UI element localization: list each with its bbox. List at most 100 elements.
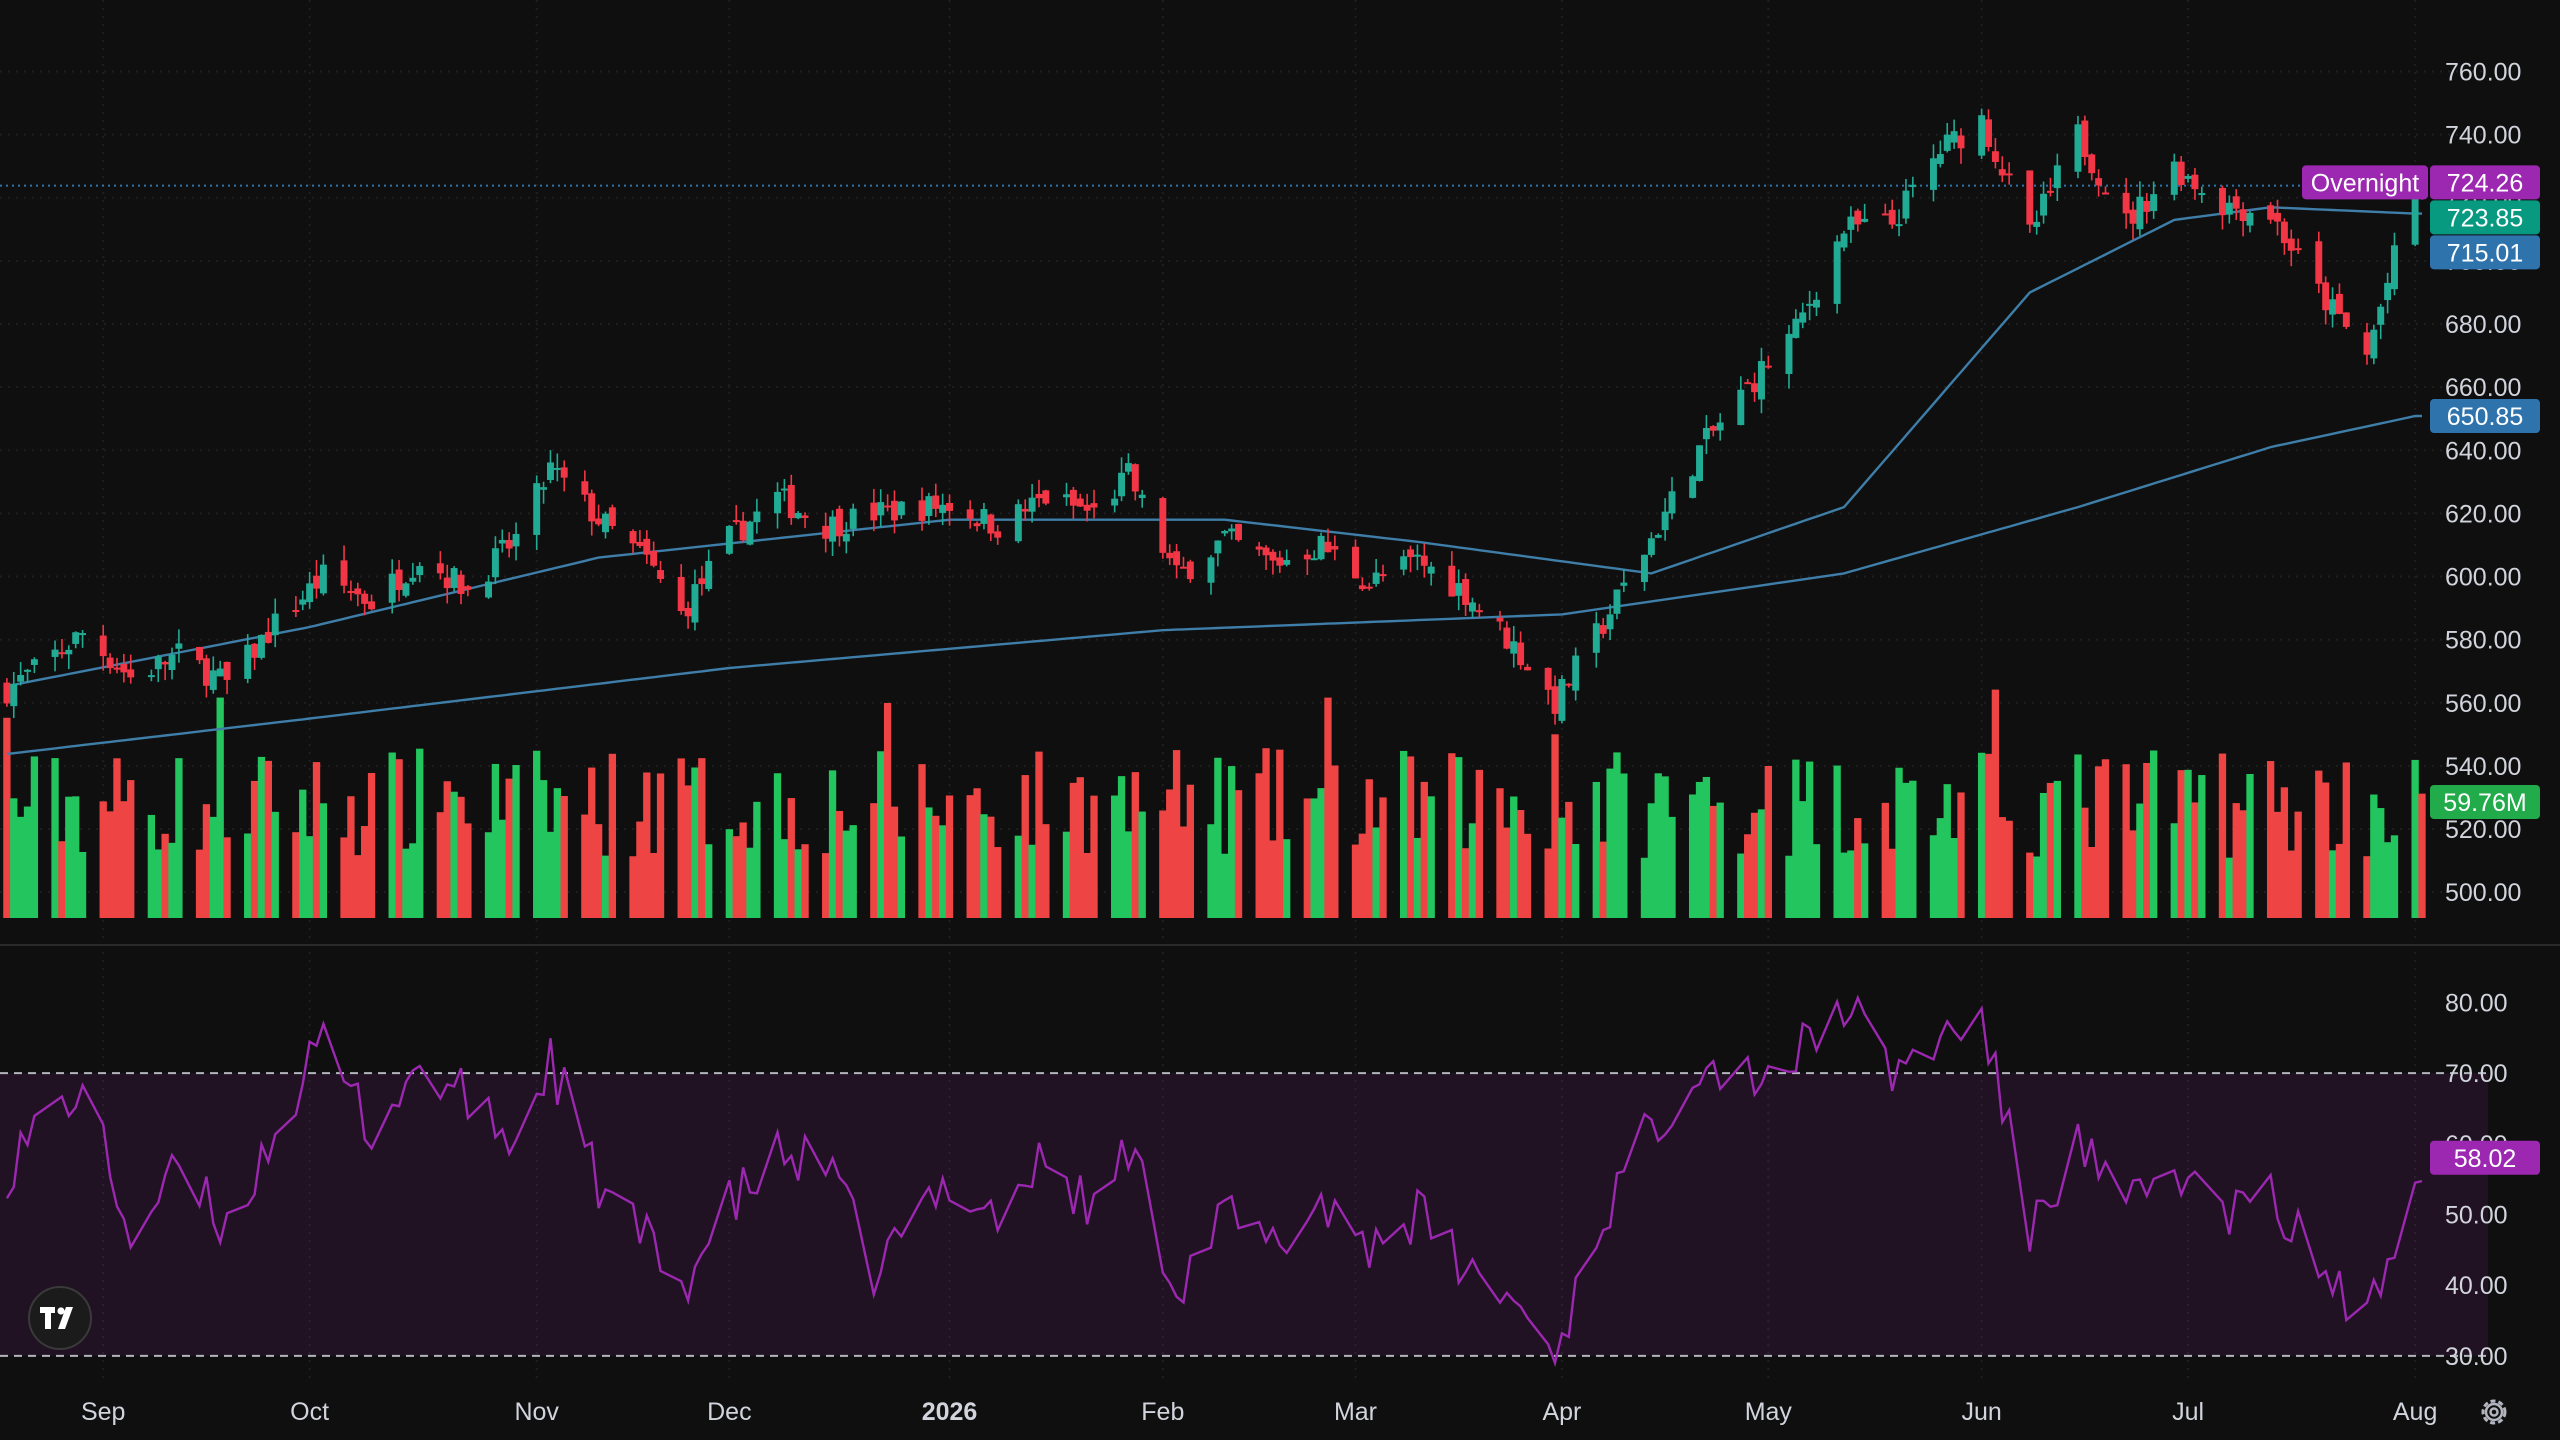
volume-bar	[271, 811, 279, 918]
volume-bar	[2322, 782, 2330, 918]
volume-bar	[2232, 803, 2240, 918]
candle-body	[127, 669, 135, 678]
volume-bar	[30, 756, 39, 918]
volume-bar	[1998, 817, 2006, 918]
volume-bar	[1131, 772, 1139, 918]
volume-bar	[822, 853, 830, 918]
candle-body	[1957, 135, 1965, 149]
volume-bar	[643, 772, 651, 918]
candle-body	[2191, 174, 2199, 190]
time-tick-label: Jun	[1961, 1398, 2001, 1426]
volume-bar	[787, 798, 795, 918]
candle-body	[753, 511, 761, 523]
candle-body	[966, 509, 974, 519]
overnight-label-bg	[2302, 165, 2428, 200]
volume-bar	[216, 697, 224, 918]
candle-body	[1764, 365, 1772, 368]
volume-bar	[2377, 808, 2385, 918]
candle-body	[1751, 383, 1759, 393]
price-axis[interactable]: 760.00740.00720.00700.00680.00660.00640.…	[2445, 59, 2521, 908]
candle-body	[1324, 541, 1332, 553]
gear-icon[interactable]	[2476, 1394, 2512, 1430]
candle-body	[202, 658, 210, 686]
time-tick-label: Mar	[1334, 1398, 1377, 1426]
volume-bar	[2101, 759, 2110, 918]
candle-body	[1985, 119, 1992, 147]
volume-bar	[1516, 809, 1525, 918]
candle-body	[1854, 210, 1862, 225]
time-tick-label: Apr	[1542, 1398, 1581, 1426]
candle-body	[416, 566, 424, 576]
candle-body	[602, 513, 609, 533]
candle-body	[209, 670, 217, 690]
candle-body	[17, 674, 25, 682]
candle-body	[1310, 558, 1318, 561]
candle-body	[1737, 389, 1745, 426]
candle-body	[2411, 183, 2419, 245]
candle-body	[787, 484, 795, 519]
volume-bar	[684, 785, 692, 918]
volume-bar	[966, 795, 974, 918]
volume-bar	[2370, 794, 2378, 918]
candle-body	[2143, 200, 2151, 212]
rsi-badge: 58.02	[2454, 1145, 2517, 1173]
volume-bar	[2266, 761, 2275, 918]
last-price-badge-bg	[2430, 200, 2540, 235]
candle-body	[223, 661, 231, 680]
candle-body	[1365, 586, 1373, 589]
candle-body	[2102, 192, 2109, 195]
volume-bar	[1881, 802, 1889, 918]
volume-bar	[1757, 809, 1766, 918]
volume-bar	[1413, 837, 1422, 918]
volume-bar	[1262, 748, 1270, 918]
volume-bar	[1234, 790, 1243, 918]
volume-bar	[223, 837, 231, 918]
candle-body	[1228, 528, 1236, 532]
volume-bar	[994, 847, 1002, 918]
price-tick-label: 520.00	[2445, 816, 2521, 844]
candle-body	[251, 643, 259, 658]
volume-bar	[2170, 823, 2178, 918]
candle-body	[2280, 221, 2288, 244]
candle-body	[450, 568, 458, 588]
volume-bar	[2411, 759, 2419, 918]
candle-body	[361, 593, 369, 604]
time-axis[interactable]: Sep Oct Nov Dec 2026 Feb Mar Apr May Jun Jul Aug	[81, 1398, 2437, 1426]
volume-bar	[2246, 773, 2254, 918]
volume-bar	[877, 751, 885, 918]
volume-bar	[113, 758, 121, 918]
tradingview-logo-icon[interactable]	[28, 1286, 92, 1350]
volume-bar	[2198, 775, 2206, 918]
volume-bar	[1805, 761, 1814, 918]
candle-body	[2081, 120, 2089, 158]
volume-bar	[725, 829, 734, 918]
volume-bar	[1661, 776, 1669, 918]
candle-body	[2129, 209, 2137, 224]
volume-bar	[1812, 844, 1821, 918]
volume-bar	[2039, 792, 2048, 918]
volume-bar	[753, 801, 761, 918]
volume-bar	[1799, 801, 1807, 918]
volume-bar	[849, 825, 857, 918]
candle-body	[1331, 546, 1339, 550]
candle-body	[1895, 224, 1903, 227]
candle-body	[1524, 666, 1531, 671]
volume-bar	[161, 833, 169, 918]
candle-body	[1166, 552, 1174, 559]
candle-body	[1083, 504, 1091, 511]
candle-body	[877, 502, 885, 516]
candle-body	[1881, 213, 1889, 216]
volume-bar	[257, 756, 266, 918]
volume-bar	[367, 772, 376, 918]
candle-body	[2074, 124, 2082, 172]
volume-bar	[1172, 750, 1181, 918]
volume-bar	[1042, 824, 1050, 918]
candle-body	[705, 560, 713, 589]
candle-body	[1028, 497, 1036, 512]
candle-body	[2088, 154, 2096, 174]
overnight-price-badge: 724.26	[2447, 169, 2523, 197]
volume-bar	[1551, 734, 1559, 918]
candle-body	[1475, 610, 1483, 613]
candle-body	[1413, 554, 1421, 557]
